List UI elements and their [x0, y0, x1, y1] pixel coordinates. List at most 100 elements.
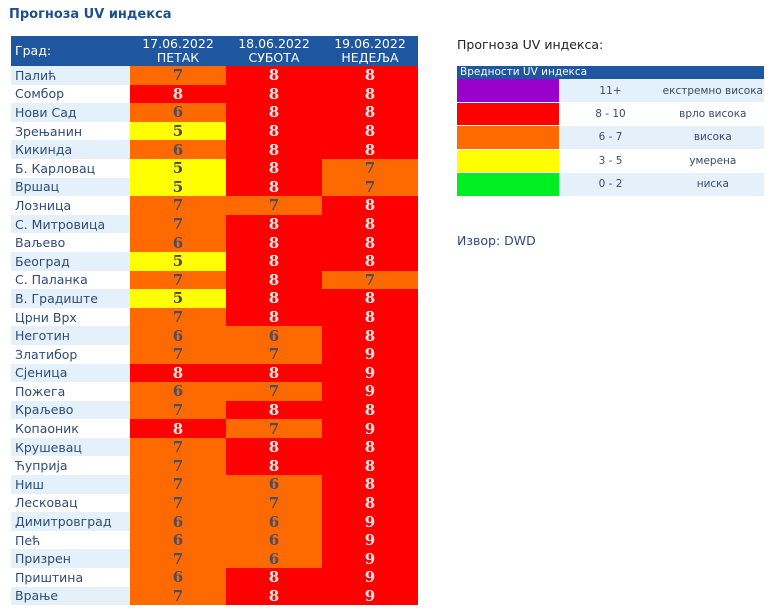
uv-value-cell: 8	[322, 84, 418, 104]
city-name: Пећ	[11, 530, 130, 550]
table-row: Б. Карловац 5 8 7	[11, 158, 418, 178]
table-row: Београд 5 8 8	[11, 251, 418, 271]
table-row: Црни Врх 7 8 8	[11, 307, 418, 327]
legend-color-swatch	[457, 125, 560, 150]
uv-value-cell: 8	[226, 103, 322, 122]
city-name: Зрењанин	[11, 121, 130, 141]
day-column-header: 19.06.2022 НЕДЕЉА	[322, 36, 418, 66]
legend-label: умерена	[661, 149, 764, 173]
uv-value-cell: 7	[130, 214, 226, 234]
uv-value-cell: 7	[226, 419, 322, 438]
city-name: Лесковац	[11, 493, 130, 513]
uv-value-cell: 9	[322, 382, 418, 401]
table-row: Копаоник 8 7 9	[11, 419, 418, 438]
city-name: Ваљево	[11, 233, 130, 252]
uv-value-cell: 6	[130, 382, 226, 401]
uv-value-cell: 6	[226, 549, 322, 569]
uv-value-cell: 7	[130, 586, 226, 606]
day-weekday: НЕДЕЉА	[341, 50, 399, 65]
legend-range: 0 - 2	[559, 172, 662, 196]
city-name: Крушевац	[11, 437, 130, 457]
uv-value-cell: 8	[226, 568, 322, 587]
uv-value-cell: 8	[226, 66, 322, 85]
uv-value-cell: 8	[322, 251, 418, 271]
city-name: Нови Сад	[11, 103, 130, 122]
table-row: Зрењанин 5 8 8	[11, 121, 418, 141]
day-column-header: 18.06.2022 СУБОТА	[226, 36, 322, 66]
uv-value-cell: 8	[322, 326, 418, 345]
uv-value-cell: 8	[322, 121, 418, 141]
table-row: Лесковац 7 7 8	[11, 493, 418, 513]
uv-value-cell: 7	[130, 66, 226, 85]
day-date: 18.06.2022	[238, 36, 310, 51]
legend-row: 8 - 10 врло висока	[457, 102, 764, 126]
table-row: Лозница 7 7 8	[11, 196, 418, 215]
legend-label: екстремно висока	[661, 79, 764, 102]
legend-header: Вредности UV индекса	[457, 66, 764, 79]
page-title: Прогноза UV индекса	[9, 7, 172, 22]
legend-body: 11+ екстремно висока 8 - 10 врло висока 6 - …	[457, 79, 764, 197]
uv-value-cell: 8	[322, 214, 418, 234]
uv-value-cell: 8	[322, 140, 418, 159]
legend-row: 11+ екстремно висока	[457, 79, 764, 103]
uv-value-cell: 5	[130, 158, 226, 178]
city-name: Златибор	[11, 344, 130, 364]
table-row: Вршац 5 8 7	[11, 177, 418, 197]
uv-value-cell: 5	[130, 289, 226, 308]
uv-value-cell: 8	[226, 214, 322, 234]
table-row: Златибор 7 7 9	[11, 344, 418, 364]
table-body: Палић 7 8 8 Сомбор 8 8 8 Нови Сад 6 8 8 Зрењанин 5 8 8 К…	[11, 66, 418, 606]
uv-value-cell: 6	[130, 530, 226, 550]
uv-value-cell: 8	[226, 233, 322, 252]
uv-value-cell: 6	[130, 326, 226, 345]
uv-value-cell: 8	[322, 437, 418, 457]
table-row: Врање 7 8 9	[11, 586, 418, 606]
city-name: Копаоник	[11, 419, 130, 438]
uv-value-cell: 7	[322, 158, 418, 178]
uv-value-cell: 8	[226, 251, 322, 271]
uv-value-cell: 7	[130, 475, 226, 494]
table-header-row: Град: 17.06.2022 ПЕТАК 18.06.2022 СУБОТА 1…	[11, 36, 418, 66]
table-row: Нови Сад 6 8 8	[11, 103, 418, 122]
table-row: Пожега 6 7 9	[11, 382, 418, 401]
city-name: Сјеница	[11, 363, 130, 383]
uv-value-cell: 7	[130, 307, 226, 327]
legend-row: 3 - 5 умерена	[457, 149, 764, 173]
table-row: Ниш 7 6 8	[11, 475, 418, 494]
city-name: В. Градиште	[11, 289, 130, 308]
city-name: Црни Врх	[11, 307, 130, 327]
uv-value-cell: 8	[322, 400, 418, 420]
city-name: Неготин	[11, 326, 130, 345]
legend-color-swatch	[457, 102, 560, 126]
uv-value-cell: 8	[226, 158, 322, 178]
legend-row: 6 - 7 висока	[457, 125, 764, 150]
uv-value-cell: 6	[130, 140, 226, 159]
uv-value-cell: 7	[130, 344, 226, 364]
legend-title: Прогноза UV индекса:	[457, 37, 604, 52]
uv-legend-table: Вредности UV индекса 11+ екстремно висока…	[457, 66, 764, 197]
city-name: Лозница	[11, 196, 130, 215]
table-row: Сјеница 8 8 9	[11, 363, 418, 383]
uv-value-cell: 6	[130, 233, 226, 252]
uv-value-cell: 8	[226, 270, 322, 290]
uv-forecast-table: Град: 17.06.2022 ПЕТАК 18.06.2022 СУБОТА 1…	[11, 36, 418, 606]
table-row: Краљево 7 8 8	[11, 400, 418, 420]
uv-value-cell: 7	[130, 549, 226, 569]
table-row: Ваљево 6 8 8	[11, 233, 418, 252]
uv-value-cell: 7	[226, 344, 322, 364]
legend-row: 0 - 2 ниска	[457, 172, 764, 197]
city-name: Врање	[11, 586, 130, 606]
uv-value-cell: 8	[226, 140, 322, 159]
uv-value-cell: 6	[130, 512, 226, 531]
uv-value-cell: 7	[322, 177, 418, 197]
uv-value-cell: 5	[130, 177, 226, 197]
uv-value-cell: 8	[226, 400, 322, 420]
uv-value-cell: 8	[130, 363, 226, 383]
uv-value-cell: 9	[322, 568, 418, 587]
uv-value-cell: 8	[322, 66, 418, 85]
uv-value-cell: 8	[226, 84, 322, 104]
uv-value-cell: 9	[322, 586, 418, 606]
uv-value-cell: 7	[226, 196, 322, 215]
uv-value-cell: 6	[130, 568, 226, 587]
uv-value-cell: 7	[226, 382, 322, 401]
